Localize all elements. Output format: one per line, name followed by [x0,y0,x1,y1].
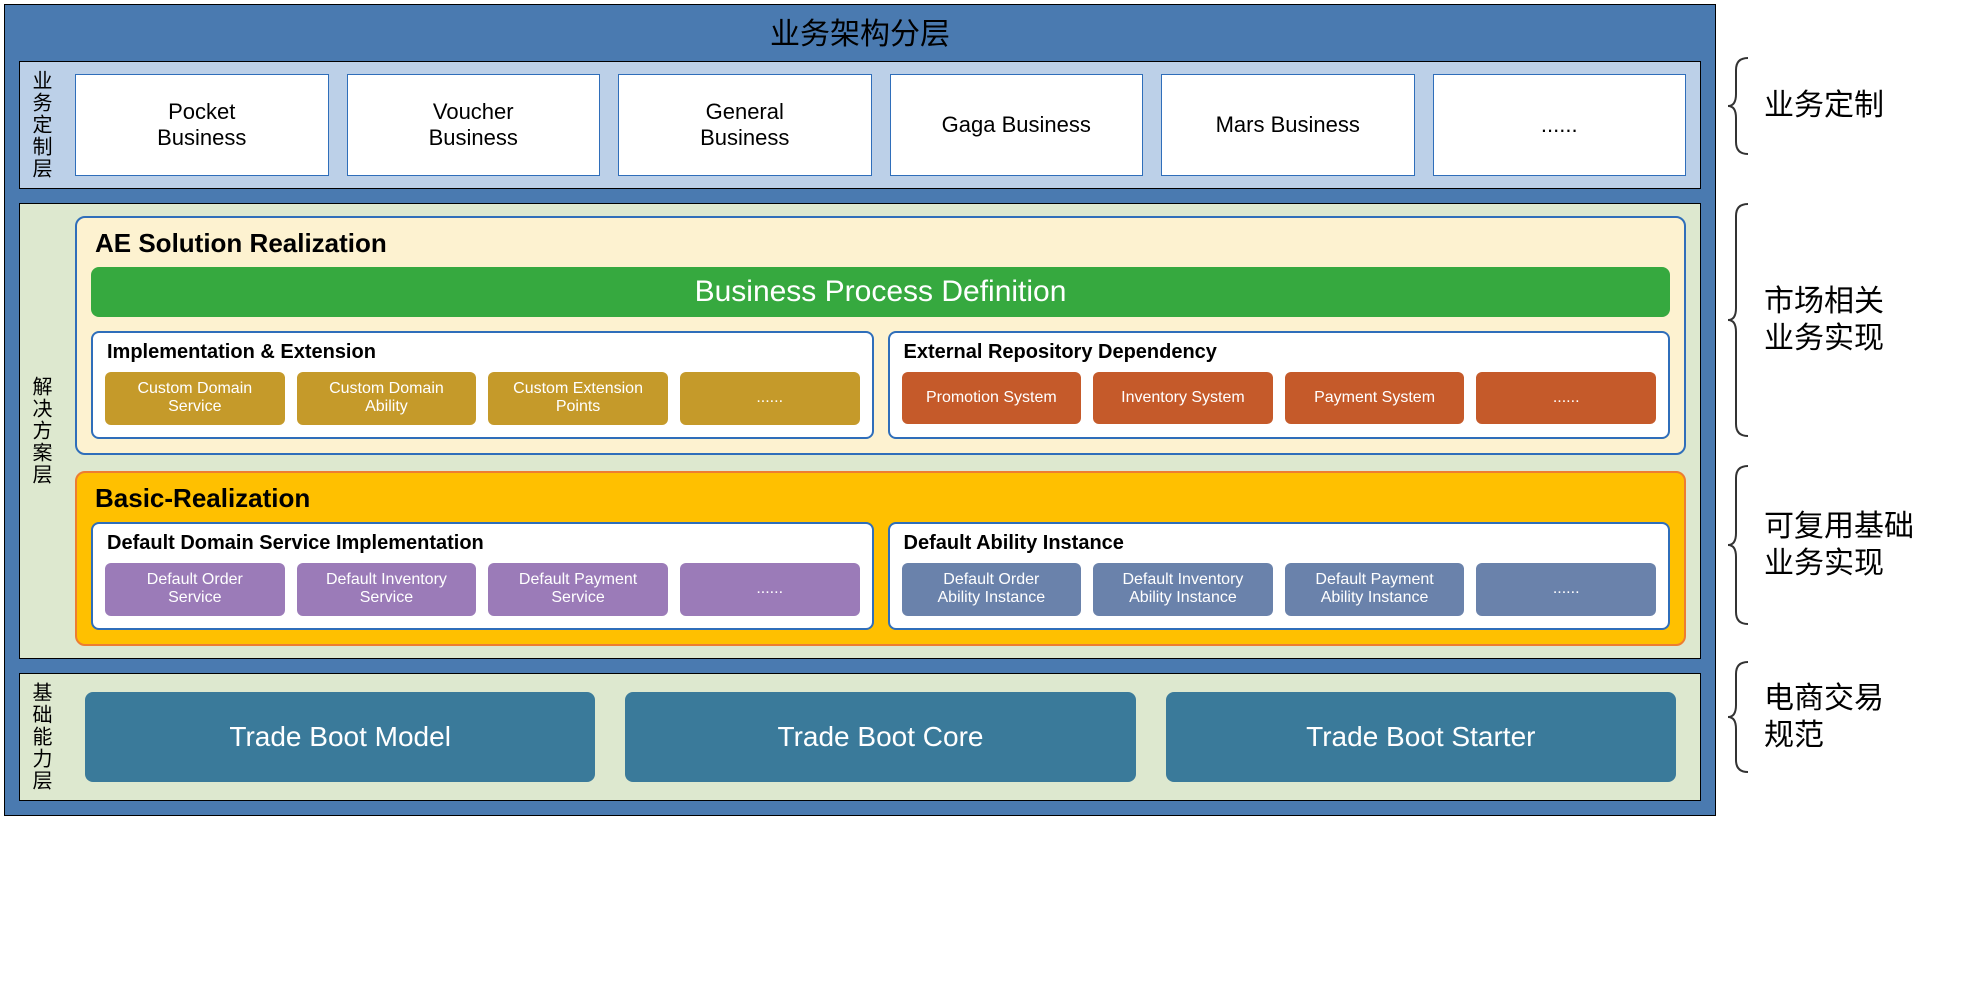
annotation-3-text: 可复用基础业务实现 [1754,508,1914,583]
chip: Custom DomainAbility [297,372,477,425]
chip: ...... [1476,563,1656,616]
basic-realization-panel: Basic-Realization Default Domain Service… [75,471,1686,646]
ae-solution-panel: AE Solution Realization Business Process… [75,216,1686,455]
ext-repo-title: External Repository Dependency [902,339,1657,372]
right-annotations: 业务定制 市场相关业务实现 可复用基础业务实现 电商交易规范 [1726,4,1976,816]
chip: Default OrderAbility Instance [902,563,1082,616]
chip: Default InventoryService [297,563,477,616]
chip: Default PaymentAbility Instance [1285,563,1465,616]
diagram-title: 业务架构分层 [5,5,1715,61]
default-ability-title: Default Ability Instance [902,530,1657,563]
chip: Default PaymentService [488,563,668,616]
chip: Default OrderService [105,563,285,616]
chip: ...... [1476,372,1656,424]
chip: Custom ExtensionPoints [488,372,668,425]
annotation-2-text: 市场相关业务实现 [1754,283,1884,358]
brace-icon [1726,464,1754,626]
brace-icon [1726,56,1754,156]
biz-box: Gaga Business [890,74,1144,176]
annotation-3: 可复用基础业务实现 [1726,460,1976,630]
chip: ...... [680,372,860,425]
annotation-1: 业务定制 [1726,52,1976,160]
layer-solution: 解决方案层 AE Solution Realization Business P… [19,203,1701,659]
impl-ext-title: Implementation & Extension [105,339,860,372]
chip: Inventory System [1093,372,1273,424]
layer1-content: PocketBusiness VoucherBusiness GeneralBu… [61,62,1700,188]
chip: Payment System [1285,372,1465,424]
chip: Custom DomainService [105,372,285,425]
chip: Promotion System [902,372,1082,424]
default-ability-panel: Default Ability Instance Default OrderAb… [888,522,1671,630]
brace-icon [1726,660,1754,774]
layer3-vlabel: 基础能力层 [20,674,61,800]
trade-box: Trade Boot Starter [1166,692,1676,782]
annotation-4: 电商交易规范 [1726,656,1976,778]
biz-box: PocketBusiness [75,74,329,176]
brace-icon [1726,202,1754,438]
annotation-2: 市场相关业务实现 [1726,198,1976,442]
annotation-1-text: 业务定制 [1754,87,1884,125]
layer-basic-ability: 基础能力层 Trade Boot Model Trade Boot Core T… [19,673,1701,801]
chip: Default InventoryAbility Instance [1093,563,1273,616]
basic-panel-title: Basic-Realization [91,481,1670,522]
biz-box: GeneralBusiness [618,74,872,176]
business-process-bar: Business Process Definition [91,267,1670,317]
ext-repo-panel: External Repository Dependency Promotion… [888,331,1671,439]
layer2-content: AE Solution Realization Business Process… [61,204,1700,658]
default-domain-panel: Default Domain Service Implementation De… [91,522,874,630]
diagram-body: 业务定制层 PocketBusiness VoucherBusiness Gen… [5,61,1715,815]
impl-extension-panel: Implementation & Extension Custom Domain… [91,331,874,439]
annotation-4-text: 电商交易规范 [1754,680,1884,755]
ae-panel-title: AE Solution Realization [91,226,1670,267]
trade-box: Trade Boot Core [625,692,1135,782]
chip: ...... [680,563,860,616]
layer-business-custom: 业务定制层 PocketBusiness VoucherBusiness Gen… [19,61,1701,189]
layer2-vlabel: 解决方案层 [20,204,61,658]
layer3-content: Trade Boot Model Trade Boot Core Trade B… [61,674,1700,800]
layer1-vlabel: 业务定制层 [20,62,61,188]
biz-box: ...... [1433,74,1687,176]
architecture-frame: 业务架构分层 业务定制层 PocketBusiness VoucherBusin… [4,4,1716,816]
biz-box: Mars Business [1161,74,1415,176]
biz-box: VoucherBusiness [347,74,601,176]
trade-box: Trade Boot Model [85,692,595,782]
default-domain-title: Default Domain Service Implementation [105,530,860,563]
